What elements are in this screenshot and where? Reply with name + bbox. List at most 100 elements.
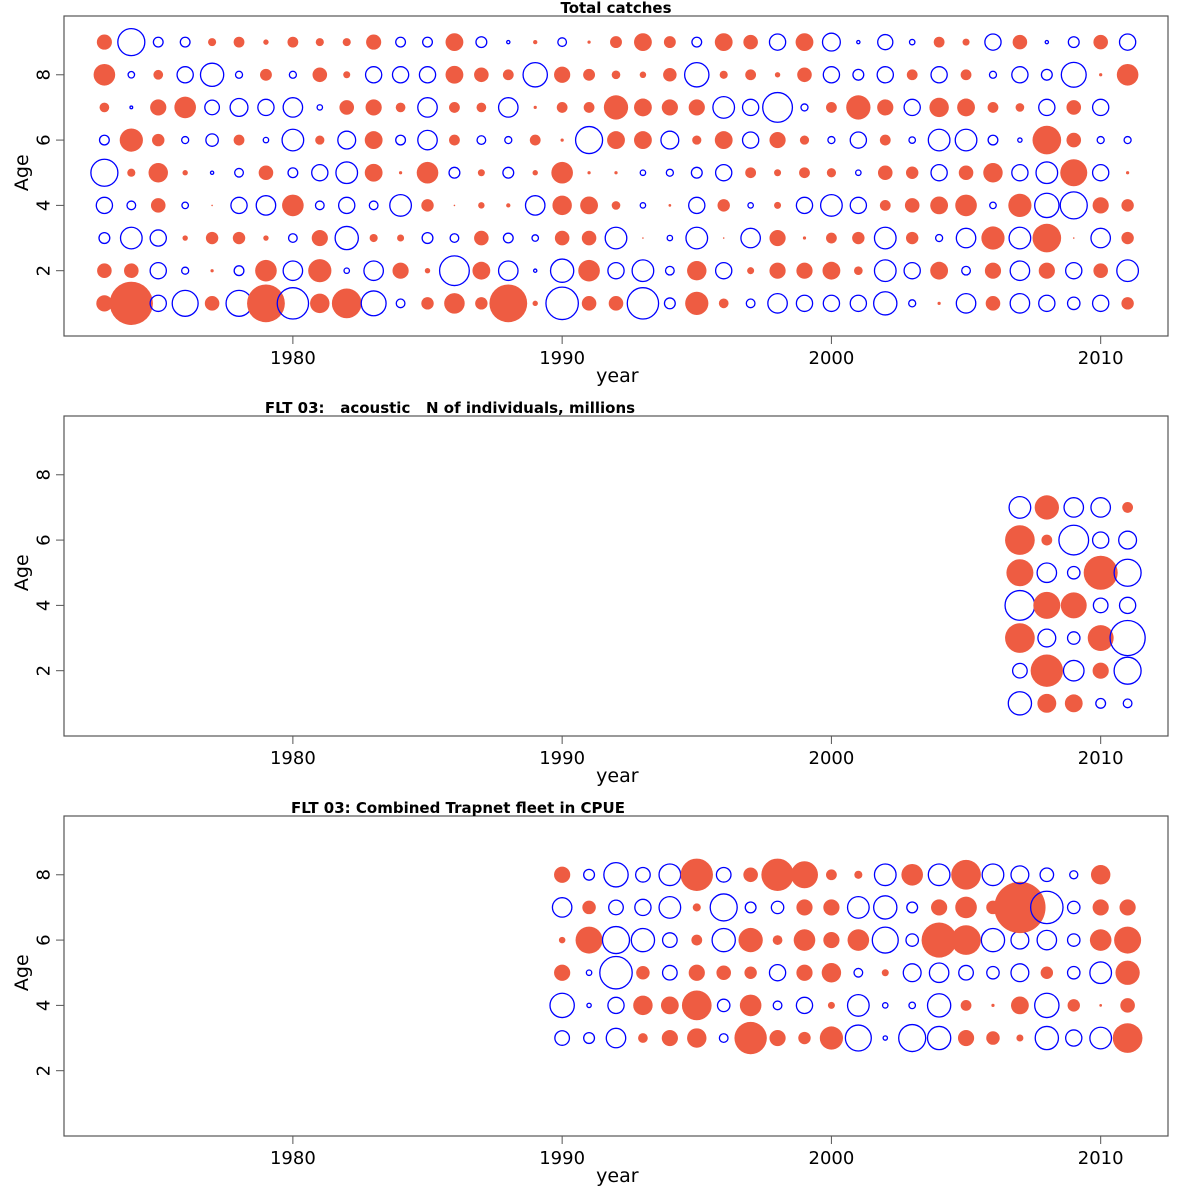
negative-bubble-age3-2004 [934, 233, 944, 243]
positive-bubble-age4-1977 [211, 204, 213, 207]
negative-bubble-age8-1989 [522, 61, 549, 88]
negative-bubble-age3-1994 [666, 234, 674, 242]
positive-bubble-age5-1991 [587, 171, 591, 175]
positive-bubble-age5-1999 [799, 167, 810, 179]
negative-bubble-age1-2010 [1091, 294, 1110, 313]
positive-bubble-age4-2009 [1060, 592, 1087, 619]
positive-bubble-age9-1973 [96, 34, 112, 50]
negative-bubble-age5-1978 [234, 167, 244, 178]
positive-bubble-age3-2008 [1032, 223, 1062, 253]
negative-bubble-age9-1975 [152, 36, 164, 48]
positive-bubble-age4-2006 [991, 1003, 995, 1008]
x-tick-label: 2010 [1078, 1148, 1124, 1169]
positive-bubble-age8-1986 [445, 65, 464, 84]
negative-bubble-age6-1982 [337, 130, 357, 150]
positive-bubble-age6-1998 [772, 935, 783, 945]
positive-bubble-age3-1993 [638, 1033, 648, 1043]
positive-bubble-age1-2006 [985, 296, 1001, 311]
positive-bubble-age8-1990 [554, 66, 571, 83]
negative-bubble-age1-1975 [149, 294, 167, 313]
negative-bubble-age3-1996 [718, 1033, 729, 1044]
negative-bubble-age6-2003 [908, 136, 917, 144]
positive-bubble-age8-2003 [906, 69, 918, 81]
positive-bubble-age9-1981 [315, 38, 324, 47]
negative-bubble-age8-2009 [1069, 870, 1079, 880]
negative-bubble-age8-1992 [603, 861, 629, 888]
negative-bubble-age1-1994 [663, 297, 676, 310]
positive-bubble-age4-1980 [282, 194, 304, 217]
negative-bubble-age9-2008 [1044, 39, 1050, 45]
negative-bubble-age5-1994 [661, 964, 678, 981]
y-tick-label: 6 [34, 534, 55, 545]
positive-bubble-age4-2008 [1033, 591, 1061, 619]
positive-bubble-age7-1995 [688, 99, 705, 116]
negative-bubble-age4-1984 [389, 193, 413, 217]
negative-bubble-age6-2010 [1091, 531, 1110, 549]
negative-bubble-age2-2003 [903, 261, 921, 280]
positive-bubble-age4-1994 [668, 204, 672, 207]
negative-bubble-age5-2004 [928, 962, 950, 984]
positive-bubble-age8-1999 [797, 67, 812, 83]
positive-bubble-age4-2010 [1099, 1004, 1103, 1007]
positive-bubble-age5-1992 [614, 171, 618, 175]
negative-bubble-age3-1988 [502, 232, 514, 244]
negative-bubble-age3-1992 [604, 226, 628, 250]
negative-bubble-age7-1993 [634, 898, 652, 917]
negative-bubble-age3-1989 [531, 234, 540, 242]
negative-bubble-age5-2007 [1011, 163, 1029, 182]
negative-bubble-age4-2010 [1092, 597, 1109, 614]
negative-bubble-age8-2009 [1060, 61, 1087, 88]
negative-bubble-age9-2002 [877, 33, 894, 51]
negative-bubble-age7-1979 [257, 98, 275, 117]
positive-bubble-age8-1987 [474, 67, 489, 83]
negative-bubble-age9-2000 [821, 32, 841, 52]
negative-bubble-age6-1984 [395, 134, 407, 146]
y-tick-label: 4 [34, 1000, 55, 1011]
negative-bubble-age4-2006 [989, 201, 997, 210]
positive-bubble-age6-1990 [560, 138, 564, 142]
positive-bubble-age7-2010 [1092, 899, 1109, 916]
negative-bubble-age2-1976 [181, 266, 190, 275]
negative-bubble-age2-1990 [549, 258, 575, 283]
negative-bubble-age9-1990 [557, 37, 568, 48]
y-axis-label: Age [11, 554, 33, 591]
negative-bubble-age5-1980 [287, 167, 299, 179]
positive-bubble-age8-1998 [761, 858, 794, 891]
positive-bubble-age3-1999 [798, 1031, 811, 1045]
positive-bubble-age6-1986 [449, 134, 460, 146]
positive-bubble-age6-2002 [879, 134, 891, 146]
positive-bubble-age9-1991 [587, 40, 591, 44]
positive-bubble-age1-1987 [475, 297, 488, 310]
positive-bubble-age1-1995 [685, 291, 709, 315]
x-tick-label: 1980 [270, 348, 316, 369]
negative-bubble-age2-1994 [664, 265, 675, 276]
positive-bubble-age3-2006 [986, 1031, 1000, 1045]
negative-bubble-age8-2001 [852, 68, 865, 81]
positive-bubble-age5-1983 [364, 163, 383, 182]
positive-bubble-age2-1995 [687, 260, 707, 281]
positive-bubble-age7-1999 [796, 899, 813, 916]
negative-bubble-age9-2011 [1118, 33, 1137, 51]
positive-bubble-age5-2011 [1125, 171, 1130, 175]
positive-bubble-age6-1997 [738, 927, 763, 953]
negative-bubble-age2-2002 [873, 259, 897, 283]
negative-bubble-age5-2011 [1113, 558, 1142, 587]
negative-bubble-age2-1996 [714, 261, 733, 280]
negative-bubble-age4-2000 [819, 193, 843, 217]
negative-bubble-age6-1980 [281, 128, 305, 152]
negative-bubble-age2-2009 [1065, 261, 1083, 280]
positive-bubble-age5-2002 [877, 165, 893, 181]
negative-bubble-age7-1985 [417, 97, 438, 118]
negative-bubble-age6-1977 [205, 133, 219, 147]
negative-bubble-age7-1996 [712, 95, 736, 119]
negative-bubble-age4-1998 [772, 1000, 783, 1011]
panel-1: Total catches 1980 1990 2000 2010 2 4 6 8 year Age [11, 0, 1169, 387]
positive-bubble-age3-1978 [232, 231, 246, 245]
positive-bubble-age7-1991 [582, 900, 596, 915]
positive-bubble-age7-2000 [826, 102, 837, 113]
positive-bubble-age2-2008 [1038, 262, 1055, 279]
negative-bubble-age9-1988 [506, 39, 511, 45]
negative-bubble-age3-1991 [583, 1031, 596, 1045]
negative-bubble-age8-1978 [234, 70, 244, 79]
